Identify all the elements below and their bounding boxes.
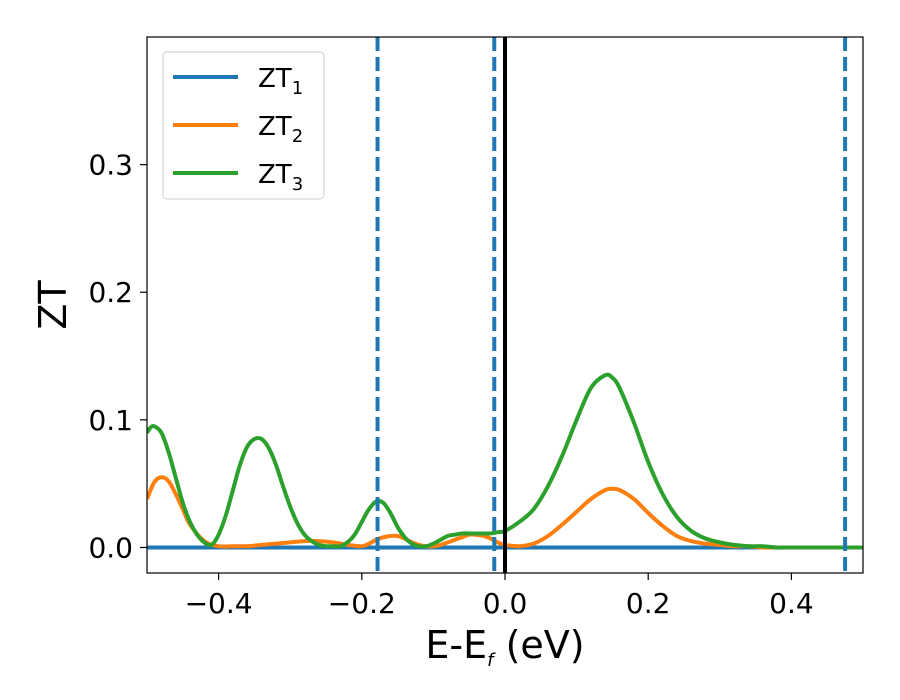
legend-label-zt3: ZT3: [258, 160, 303, 195]
legend-frame: [162, 51, 325, 200]
x-tick-label: −0.4: [185, 587, 253, 620]
x-axis-title: E-Ef (eV): [425, 623, 584, 671]
x-tick-label: 0.0: [483, 587, 528, 620]
y-tick-label: 0.3: [88, 149, 133, 182]
y-axis-title: ZT: [31, 280, 75, 330]
x-tick-label: −0.2: [328, 587, 396, 620]
x-axis: −0.4 −0.2 0.0 0.2 0.4: [185, 573, 814, 620]
legend-label-zt2: ZT2: [258, 112, 303, 147]
y-axis: 0.0 0.1 0.2 0.3: [88, 149, 147, 564]
x-tick-label: 0.2: [626, 587, 671, 620]
legend: ZT1 ZT2 ZT3: [162, 51, 325, 200]
legend-label-zt1: ZT1: [258, 64, 303, 99]
series-line-zt3: [147, 372, 863, 550]
series-line-zt2: [147, 475, 863, 550]
y-tick-label: 0.0: [88, 531, 133, 564]
y-tick-label: 0.1: [88, 404, 133, 437]
x-tick-label: 0.4: [769, 587, 814, 620]
y-tick-label: 0.2: [88, 276, 133, 309]
plot-area: [147, 37, 863, 573]
